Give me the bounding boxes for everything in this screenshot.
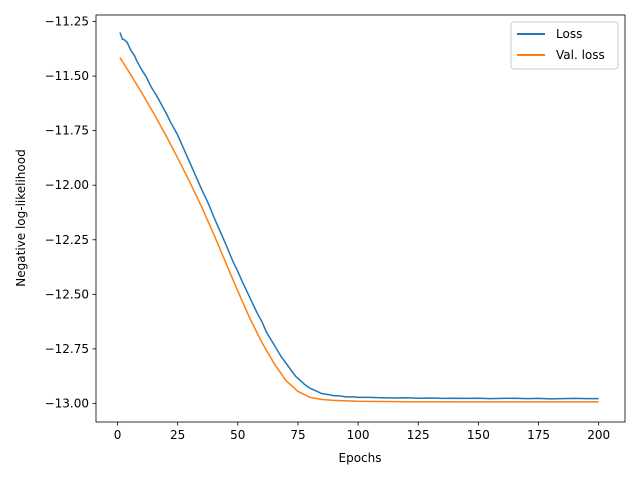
series-layer xyxy=(119,32,599,403)
x-tick-label: 150 xyxy=(467,428,490,442)
x-tick-label: 125 xyxy=(407,428,430,442)
x-tick-label: 25 xyxy=(170,428,185,442)
y-tick-label: −11.25 xyxy=(45,15,89,29)
x-tick-label: 0 xyxy=(114,428,122,442)
x-axis-ticks: 0 25 50 75 100 125 150 175 200 xyxy=(114,422,610,442)
y-tick-label: −13.00 xyxy=(45,396,89,410)
plot-frame xyxy=(95,14,626,423)
y-axis-ticks: −13.00 −12.75 −12.50 −12.25 −12.00 −11.75 −11.… xyxy=(45,15,96,410)
x-tick-label: 200 xyxy=(587,428,610,442)
legend-label-val-loss: Val. loss xyxy=(556,48,605,62)
y-tick-label: −12.00 xyxy=(45,178,89,192)
y-tick-label: −12.75 xyxy=(45,342,89,356)
series-line-loss xyxy=(119,32,599,400)
plot-area xyxy=(96,15,625,422)
y-tick-label: −11.75 xyxy=(45,124,89,138)
y-tick-label: −12.25 xyxy=(45,233,89,247)
x-axis-label: Epochs xyxy=(339,451,382,465)
x-tick-label: 175 xyxy=(527,428,550,442)
y-tick-label: −12.50 xyxy=(45,287,89,301)
x-tick-label: 100 xyxy=(347,428,370,442)
legend-label-loss: Loss xyxy=(556,27,582,41)
x-tick-label: 75 xyxy=(290,428,305,442)
y-axis-label: Negative log-likelihood xyxy=(14,149,28,286)
legend: Loss Val. loss xyxy=(510,21,619,70)
series-line-val-loss xyxy=(119,57,599,403)
x-tick-label: 50 xyxy=(230,428,245,442)
y-tick-label: −11.50 xyxy=(45,69,89,83)
